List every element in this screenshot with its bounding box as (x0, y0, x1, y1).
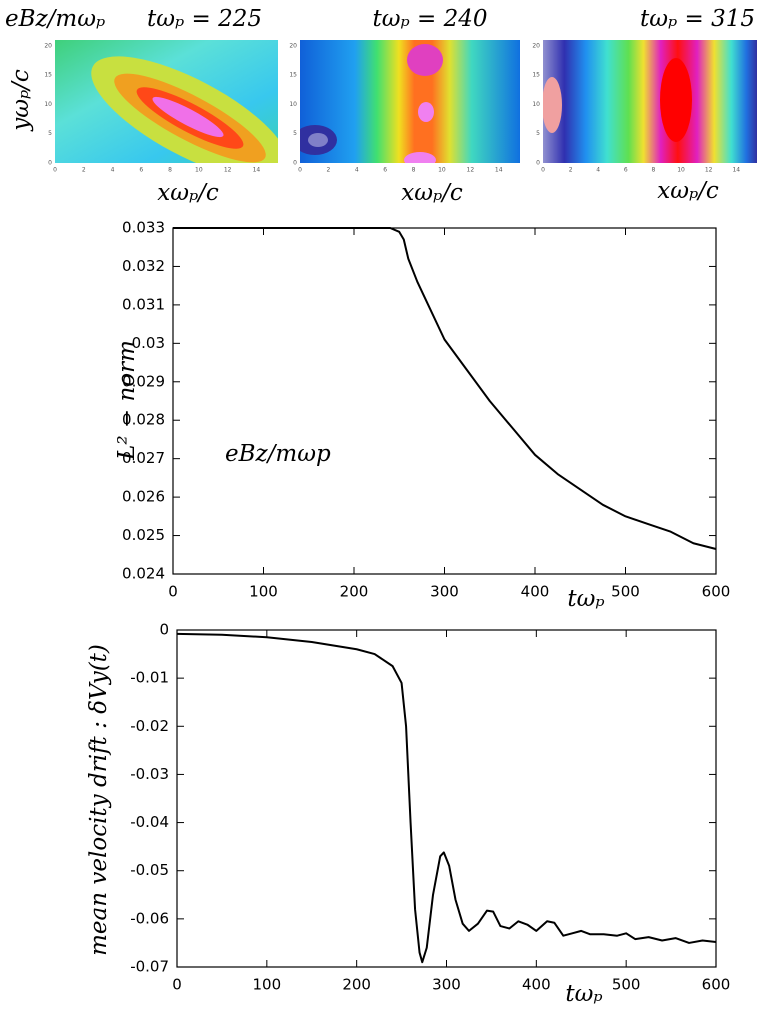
x-tick-label: 2 (326, 167, 330, 174)
x-tick-label: 12 (705, 167, 713, 174)
y-tick-label: 5 (293, 130, 297, 137)
x-axis-label: xωₚ/c (401, 180, 463, 206)
x-tick-label: 2 (569, 167, 573, 174)
x-tick-label: 14 (732, 167, 740, 174)
y-tick-label: 0.027 (122, 449, 165, 467)
heatmap-field (300, 40, 520, 163)
x-tick-label: 400 (522, 976, 551, 994)
y-tick-label: 0.025 (122, 526, 165, 544)
x-tick-label: 2 (82, 167, 86, 174)
x-tick-label: 10 (438, 167, 446, 174)
x-tick-label: 100 (253, 976, 282, 994)
y-tick-label: -0.06 (130, 909, 169, 927)
y-tick-label: 20 (289, 42, 297, 49)
x-tick-label: 0 (541, 167, 545, 174)
y-tick-label: 5 (48, 130, 52, 137)
x-tick-label: 0 (53, 167, 57, 174)
y-axis-label: yωₚ/c (8, 69, 34, 132)
x-tick-label: 600 (702, 976, 731, 994)
annotation: eBz/mωp (225, 441, 331, 467)
x-tick-label: 0 (172, 976, 182, 994)
x-tick-label: 200 (340, 583, 369, 601)
x-tick-label: 500 (611, 583, 640, 601)
x-tick-label: 6 (383, 167, 387, 174)
y-tick-label: 0.029 (122, 372, 165, 390)
y-tick-label: 0.031 (122, 295, 165, 313)
heatmap-field (543, 40, 757, 163)
y-tick-label: -0.04 (130, 813, 169, 831)
x-tick-label: 6 (624, 167, 628, 174)
x-tick-label: 12 (467, 167, 475, 174)
x-tick-label: 600 (702, 583, 731, 601)
x-tick-label: 300 (432, 976, 461, 994)
y-tick-label: 0 (48, 160, 52, 167)
y-tick-label: -0.01 (130, 669, 169, 687)
x-axis-label: tωₚ (565, 981, 602, 1007)
x-tick-label: 6 (139, 167, 143, 174)
x-tick-label: 8 (412, 167, 416, 174)
title: tωₚ = 240 (373, 6, 488, 32)
x-tick-label: 8 (652, 167, 656, 174)
x-tick-label: 8 (168, 167, 172, 174)
title: tωₚ = 225 (147, 6, 262, 32)
y-tick-label: -0.03 (130, 765, 169, 783)
y-tick-label: -0.02 (130, 717, 169, 735)
x-tick-label: 10 (677, 167, 685, 174)
y-tick-label: 10 (44, 101, 52, 108)
title: tωₚ = 315 (640, 6, 755, 32)
y-axis-label: L² − norm (114, 340, 140, 461)
y-tick-label: 0.032 (122, 257, 165, 275)
y-tick-label: 20 (532, 42, 540, 49)
heatmap-field (55, 40, 278, 163)
x-tick-label: 14 (495, 167, 503, 174)
annotation: eBz/mωₚ (5, 6, 105, 32)
y-tick-label: 10 (532, 101, 540, 108)
x-tick-label: 4 (596, 167, 600, 174)
y-tick-label: -0.07 (130, 958, 169, 976)
y-tick-label: 20 (44, 42, 52, 49)
y-tick-label: 0.033 (122, 219, 165, 237)
x-axis-label: xωₚ/c (157, 180, 219, 206)
y-axis-label: mean velocity drift : δVy(t) (86, 644, 112, 956)
y-tick-label: 5 (536, 130, 540, 137)
y-tick-label: 10 (289, 101, 297, 108)
y-tick-label: 0.024 (122, 565, 165, 583)
x-tick-label: 300 (430, 583, 459, 601)
x-tick-label: 0 (298, 167, 302, 174)
x-tick-label: 4 (111, 167, 115, 174)
plot-frame (172, 227, 717, 575)
plot-frame (176, 629, 717, 968)
y-tick-label: -0.05 (130, 861, 169, 879)
x-tick-label: 0 (168, 583, 178, 601)
y-tick-label: 15 (289, 72, 297, 79)
x-tick-label: 500 (612, 976, 641, 994)
y-tick-label: 15 (44, 72, 52, 79)
x-tick-label: 12 (224, 167, 232, 174)
line (173, 227, 717, 550)
x-tick-label: 10 (195, 167, 203, 174)
y-tick-label: 0 (536, 160, 540, 167)
y-tick-label: 0 (159, 621, 169, 639)
y-tick-label: 15 (532, 72, 540, 79)
y-tick-label: 0.03 (132, 334, 165, 352)
line (176, 632, 717, 964)
y-tick-label: 0.028 (122, 411, 165, 429)
y-tick-label: 0.026 (122, 488, 165, 506)
y-tick-label: 0 (293, 160, 297, 167)
x-tick-label: 14 (253, 167, 261, 174)
x-tick-label: 100 (249, 583, 278, 601)
x-axis-label: tωₚ (567, 586, 604, 612)
x-tick-label: 4 (355, 167, 359, 174)
x-tick-label: 200 (342, 976, 371, 994)
x-tick-label: 400 (521, 583, 550, 601)
x-axis-label: xωₚ/c (657, 178, 719, 204)
